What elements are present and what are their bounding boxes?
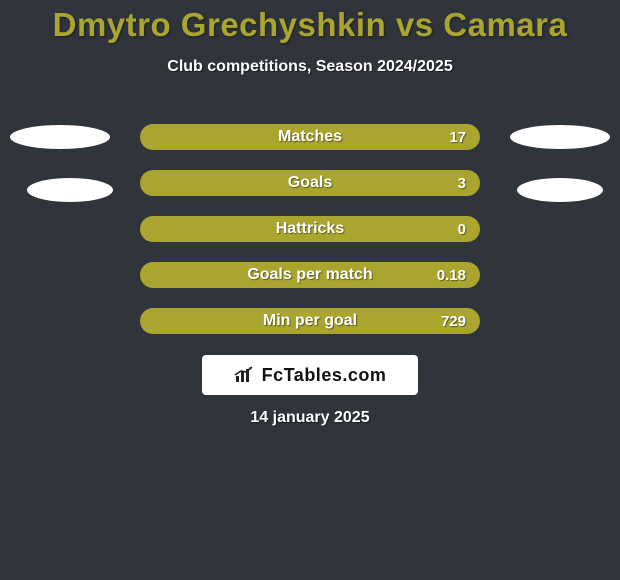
- stat-label: Min per goal: [263, 312, 357, 330]
- stat-bar: Hattricks 0: [140, 216, 480, 242]
- stat-bar: Matches 17: [140, 124, 480, 150]
- stat-label: Hattricks: [276, 220, 344, 238]
- stats-bars: Matches 17 Goals 3 Hattricks 0 Goals per…: [140, 124, 480, 354]
- stat-value: 0.18: [437, 267, 466, 284]
- stat-value: 17: [449, 129, 466, 146]
- stat-value: 0: [458, 221, 466, 238]
- logo-text: FcTables.com: [262, 365, 387, 386]
- stat-label: Goals: [288, 174, 332, 192]
- page-title: Dmytro Grechyshkin vs Camara: [0, 0, 620, 44]
- stat-bar: Goals 3: [140, 170, 480, 196]
- barchart-icon: [234, 366, 256, 384]
- stat-label: Matches: [278, 128, 342, 146]
- avatar-placeholder-left-top: [10, 125, 110, 149]
- stat-bar: Min per goal 729: [140, 308, 480, 334]
- stat-value: 729: [441, 313, 466, 330]
- avatar-placeholder-right-top: [510, 125, 610, 149]
- stat-label: Goals per match: [247, 266, 372, 284]
- subtitle: Club competitions, Season 2024/2025: [0, 58, 620, 76]
- avatar-placeholder-left-bottom: [27, 178, 113, 202]
- stat-value: 3: [458, 175, 466, 192]
- date-text: 14 january 2025: [0, 409, 620, 427]
- logo: FcTables.com: [202, 355, 418, 395]
- stat-bar: Goals per match 0.18: [140, 262, 480, 288]
- avatar-placeholder-right-bottom: [517, 178, 603, 202]
